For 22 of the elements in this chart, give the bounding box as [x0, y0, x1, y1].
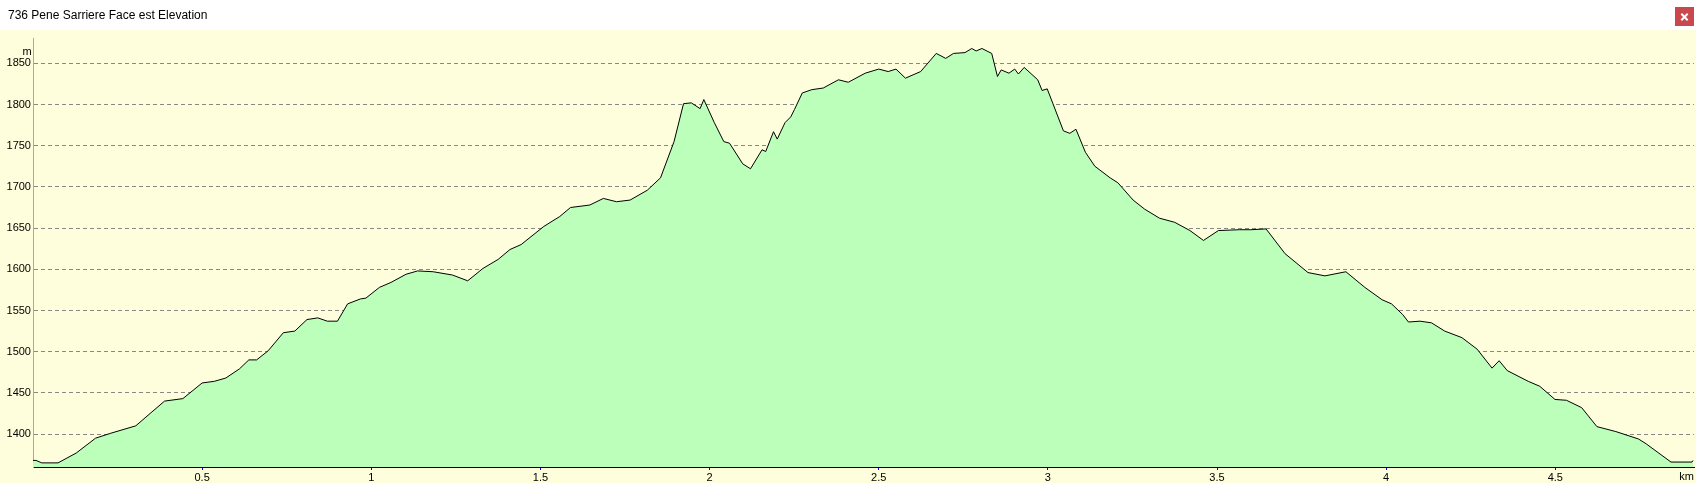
y-tick-label: 1650 [6, 221, 31, 234]
chart-title: 736 Pene Sarriere Face est Elevation [8, 8, 208, 22]
x-tick-label: 1.5 [532, 470, 549, 483]
y-tick-label: 1850 [6, 56, 31, 69]
x-tick-label: 0.5 [194, 470, 210, 483]
y-axis-title: m [22, 44, 32, 57]
x-axis-title: km [1679, 469, 1694, 482]
y-tick-label: 1800 [6, 97, 31, 110]
x-tick-label: 3 [1044, 470, 1051, 483]
y-tick-label: 1600 [6, 262, 31, 275]
x-tick-label: 3.5 [1209, 470, 1225, 483]
x-tick-label: 2 [706, 470, 713, 483]
x-tick-label: 4 [1383, 470, 1390, 483]
y-tick-label: 1550 [6, 303, 31, 316]
y-tick-label: 1400 [6, 427, 31, 440]
y-tick-label: 1500 [6, 344, 31, 357]
x-tick-label: 4.5 [1547, 470, 1563, 483]
y-tick-label: 1700 [6, 179, 31, 192]
y-tick-label: 1750 [6, 138, 31, 151]
x-tick-label: 2.5 [871, 470, 887, 483]
x-tick-label: 1 [368, 470, 375, 483]
y-tick-label: 1450 [6, 385, 31, 398]
